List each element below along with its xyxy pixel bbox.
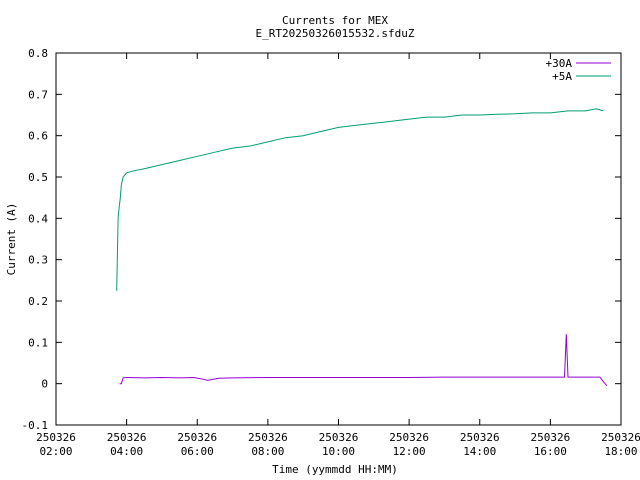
x-axis-label: Time (yymmdd HH:MM) — [272, 463, 398, 476]
x-tick-label-time: 16:00 — [534, 445, 567, 458]
y-axis: -0.1 0 0.1 0.2 0.3 0.4 0.5 0.6 0.7 0.8 — [22, 47, 621, 432]
y-axis-label: Current (A) — [5, 203, 18, 276]
x-tick-label-time: 18:00 — [604, 445, 637, 458]
y-tick-label: 0.2 — [28, 295, 48, 308]
chart-title: Currents for MEX — [282, 14, 388, 27]
x-tick-label-date: 250326 — [460, 431, 500, 444]
x-tick-label-time: 14:00 — [463, 445, 496, 458]
x-tick-label-time: 12:00 — [393, 445, 426, 458]
x-tick-label-date: 250326 — [389, 431, 429, 444]
y-tick-label: 0.4 — [28, 212, 48, 225]
y-tick-label: 0.6 — [28, 130, 48, 143]
x-tick-label-date: 250326 — [177, 431, 217, 444]
y-tick-label: 0.3 — [28, 254, 48, 267]
x-tick-label-date: 250326 — [601, 431, 640, 444]
legend-label-30a: +30A — [546, 57, 573, 70]
x-tick-label-date: 250326 — [319, 431, 359, 444]
legend-label-5a: +5A — [552, 70, 572, 83]
y-tick-label: 0 — [41, 378, 48, 391]
x-tick-label-date: 250326 — [248, 431, 288, 444]
x-tick-label-time: 04:00 — [110, 445, 143, 458]
x-tick-label-date: 250326 — [531, 431, 571, 444]
x-tick-label-date: 250326 — [107, 431, 147, 444]
y-tick-label: 0.5 — [28, 171, 48, 184]
x-tick-label-time: 08:00 — [251, 445, 284, 458]
chart-subtitle: E_RT20250326015532.sfduZ — [256, 27, 415, 40]
legend: +30A +5A — [546, 57, 611, 83]
x-tick-label-date: 250326 — [36, 431, 76, 444]
x-tick-label-time: 06:00 — [181, 445, 214, 458]
series-layer — [116, 108, 608, 387]
series-line-5a — [116, 108, 604, 291]
series-line-30a — [119, 334, 608, 387]
x-axis: 25032602:0025032604:0025032606:002503260… — [36, 53, 640, 458]
x-tick-label-time: 02:00 — [39, 445, 72, 458]
x-tick-label-time: 10:00 — [322, 445, 355, 458]
y-tick-label: 0.1 — [28, 336, 48, 349]
y-tick-label: -0.1 — [22, 419, 49, 432]
y-tick-label: 0.7 — [28, 88, 48, 101]
plot-border — [55, 52, 622, 426]
y-tick-label: 0.8 — [28, 47, 48, 60]
